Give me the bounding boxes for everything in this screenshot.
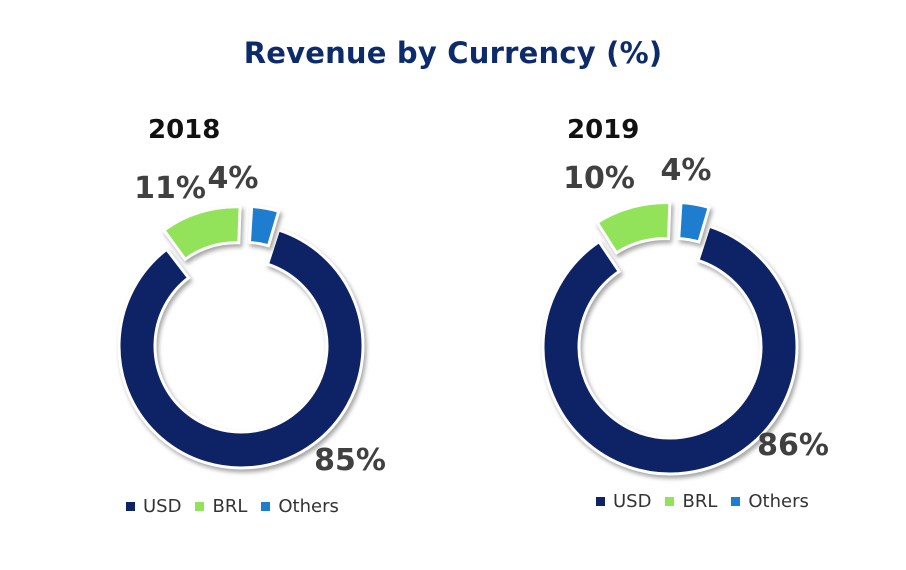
legend-2018: USD BRL Others — [126, 496, 353, 517]
chart-2019-title: 2019 — [567, 115, 640, 145]
legend-item-brl: BRL — [195, 496, 247, 517]
legend-item-brl: BRL — [665, 491, 717, 512]
legend-swatch-usd — [126, 502, 135, 511]
legend-label-usd: USD — [143, 496, 182, 517]
data-label-brl: 10% — [563, 161, 635, 196]
legend-item-usd: USD — [126, 496, 181, 517]
legend-swatch-brl — [195, 502, 205, 511]
legend-label-usd: USD — [613, 491, 652, 512]
legend-item-others: Others — [261, 496, 339, 517]
legend-swatch-others — [261, 502, 271, 511]
legend-item-others: Others — [731, 491, 809, 512]
data-label-brl: 11% — [134, 171, 206, 206]
chart-title: Revenue by Currency (%) — [243, 36, 663, 70]
legend-label-brl: BRL — [212, 496, 248, 517]
data-label-usd: 86% — [757, 428, 829, 463]
legend-2019: USD BRL Others — [596, 491, 823, 512]
legend-swatch-others — [731, 497, 741, 506]
legend-label-others: Others — [278, 496, 339, 517]
slice-others — [677, 200, 711, 244]
data-label-others: 4% — [208, 161, 259, 196]
legend-label-others: Others — [748, 491, 809, 512]
slice-usd — [541, 224, 799, 476]
data-label-others: 4% — [661, 153, 712, 188]
legend-swatch-usd — [596, 497, 605, 506]
slice-brl — [161, 205, 242, 262]
data-label-usd: 85% — [314, 443, 386, 478]
chart-2018-title: 2018 — [148, 115, 221, 145]
legend-swatch-brl — [665, 497, 675, 506]
legend-item-usd: USD — [596, 491, 651, 512]
slice-usd — [117, 228, 365, 470]
slice-others — [247, 204, 281, 248]
slice-brl — [595, 201, 672, 255]
legend-label-brl: BRL — [682, 491, 718, 512]
